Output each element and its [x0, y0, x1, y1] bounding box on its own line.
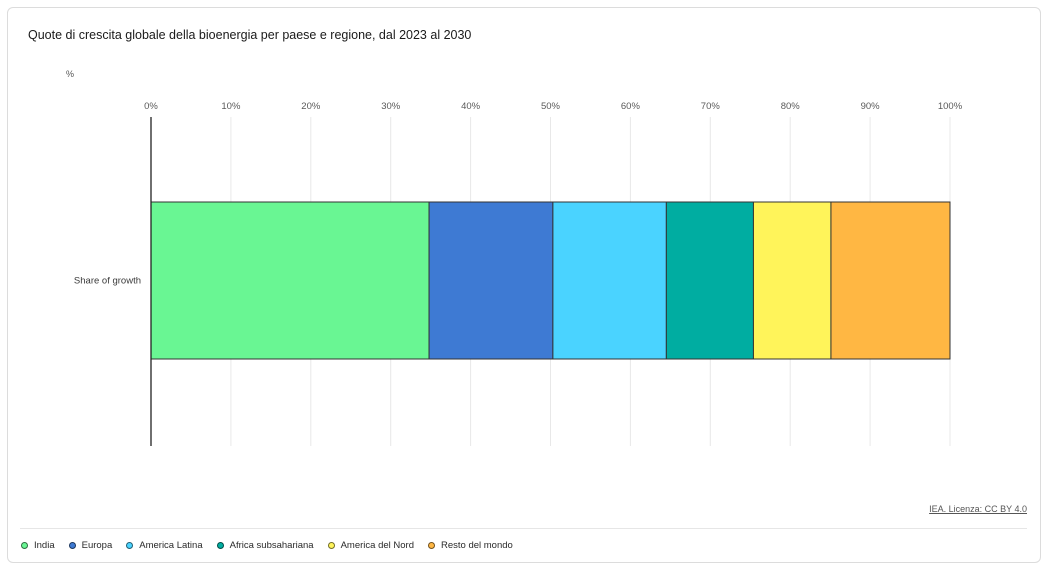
axis-unit-label: %: [66, 69, 75, 79]
bar-segment: [665, 201, 754, 360]
legend-divider: [20, 528, 1027, 529]
legend-swatch-icon: [427, 542, 435, 549]
bar-segment: [552, 201, 667, 360]
source-license-link[interactable]: IEA. Licenza: CC BY 4.0: [929, 504, 1027, 514]
x-tick-label: 80%: [781, 101, 801, 112]
legend-label: Europa: [81, 540, 113, 551]
x-tick-label: 0%: [144, 101, 158, 112]
legend-item[interactable]: Europa: [68, 540, 113, 551]
x-tick-label: 100%: [938, 101, 963, 112]
bar-segment: [752, 201, 832, 360]
category-label: Share of growth: [74, 276, 141, 287]
bar-segment: [428, 201, 554, 360]
chart-title: Quote di crescita globale della bioenerg…: [28, 28, 472, 42]
legend-item[interactable]: America del Nord: [327, 540, 414, 551]
legend-label: India: [34, 540, 55, 551]
x-tick-label: 10%: [221, 101, 241, 112]
legend-label: Africa subsahariana: [229, 540, 314, 551]
legend-item[interactable]: Africa subsahariana: [216, 540, 314, 551]
legend-swatch-icon: [68, 542, 76, 549]
legend-swatch-icon: [21, 542, 28, 549]
x-tick-label: 50%: [541, 101, 561, 112]
legend-item[interactable]: Resto del mondo: [427, 540, 513, 551]
legend-item[interactable]: India: [21, 540, 55, 551]
bar-segment: [830, 201, 951, 360]
x-tick-label: 90%: [861, 101, 881, 112]
legend-label: America Latina: [139, 540, 203, 551]
bar-segment: [150, 201, 430, 360]
x-tick-label: 40%: [461, 101, 481, 112]
legend-item[interactable]: America Latina: [126, 540, 203, 551]
legend-label: Resto del mondo: [440, 540, 513, 551]
chart-legend: India Europa America Latina Africa subsahar…: [21, 540, 513, 551]
x-tick-label: 70%: [701, 101, 721, 112]
legend-swatch-icon: [126, 542, 134, 549]
legend-label: America del Nord: [340, 540, 414, 551]
x-tick-label: 60%: [621, 101, 641, 112]
legend-swatch-icon: [327, 542, 335, 549]
x-tick-label: 30%: [381, 101, 401, 112]
x-tick-label: 20%: [301, 101, 321, 112]
legend-swatch-icon: [216, 542, 224, 549]
